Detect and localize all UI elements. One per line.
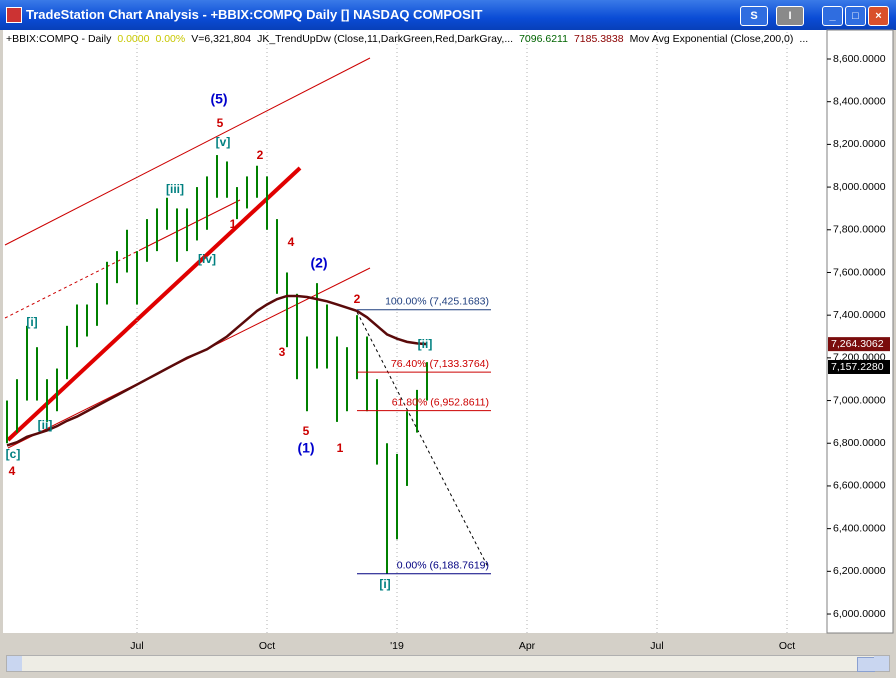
channel-line [4, 57, 371, 246]
last-value-label: 7,264.3062 [831, 338, 884, 350]
wave-label: [i] [379, 577, 390, 591]
last-value-tag [828, 337, 890, 352]
status-line: +BBIX:COMPQ - Daily 0.0000 0.00% V=6,321,80… [6, 33, 814, 45]
scroll-right[interactable] [874, 656, 889, 671]
close-button[interactable]: × [868, 6, 889, 26]
y-tick-label: 7,400.0000 [833, 309, 886, 321]
last-value-tag [828, 359, 890, 374]
app-icon [6, 7, 22, 23]
wave-label: 2 [354, 292, 361, 306]
wave-label: (2) [310, 255, 327, 271]
fib-label: 100.00% (7,425.1683) [385, 296, 489, 308]
fib-label: 76.40% (7,133.3764) [391, 358, 489, 370]
y-tick-label: 6,600.0000 [833, 480, 886, 492]
y-tick-label: 8,000.0000 [833, 181, 886, 193]
wave-label: 4 [9, 464, 16, 478]
scrollbar[interactable] [6, 655, 890, 672]
y-tick-label: 7,800.0000 [833, 224, 886, 236]
y-tick-label: 6,200.0000 [833, 565, 886, 577]
title-bar: TradeStation Chart Analysis - +BBIX:COMP… [0, 0, 896, 30]
x-tick-label: Jul [650, 640, 663, 652]
y-tick-label: 6,400.0000 [833, 522, 886, 534]
x-tick-label: Jul [130, 640, 143, 652]
wave-label: 2 [257, 148, 264, 162]
wave-label: [ii] [418, 337, 433, 351]
wave-label: 5 [217, 116, 224, 130]
wave-label: [iii] [166, 182, 184, 196]
x-tick-label: Oct [779, 640, 795, 652]
wave-label: [ii] [38, 418, 53, 432]
wave-label: 1 [230, 217, 237, 231]
x-tick-label: Oct [259, 640, 275, 652]
wave-label: 5 [303, 424, 310, 438]
minimize-button[interactable]: _ [822, 6, 843, 26]
channel-line [4, 249, 141, 319]
wave-label: 1 [337, 441, 344, 455]
status-item: 7185.3838 [573, 33, 624, 45]
wave-label: [i] [26, 315, 37, 329]
status-item: +BBIX:COMPQ - Daily [6, 33, 112, 45]
plot-area [3, 30, 827, 633]
wave-label: [c] [6, 447, 21, 461]
y-tick-label: 8,600.0000 [833, 53, 886, 65]
fib-label: 0.00% (6,188.7619) [397, 560, 489, 572]
status-item: 7096.6211 [519, 33, 568, 45]
y-tick-label: 7,000.0000 [833, 394, 886, 406]
status-item: Mov Avg Exponential (Close,200,0) [629, 33, 794, 45]
fib-label: 61.80% (6,952.8611) [392, 396, 489, 408]
status-item: JK_TrendUpDw (Close,11,DarkGreen,Red,Dar… [257, 33, 514, 45]
scroll-left[interactable] [7, 656, 22, 671]
x-tick-label: '19 [390, 640, 404, 652]
scroll-thumb[interactable] [857, 657, 875, 672]
status-item: V=6,321,804 [191, 33, 252, 45]
status-item: 0.00% [155, 33, 186, 45]
i-button[interactable]: I [776, 6, 804, 26]
wave-label: [v] [216, 135, 231, 149]
x-tick-label: Apr [519, 640, 536, 652]
wave-label: 4 [288, 235, 295, 249]
y-tick-label: 8,200.0000 [833, 138, 886, 150]
status-item: 0.0000 [117, 33, 150, 45]
wave-label: [iv] [198, 252, 216, 266]
y-tick-label: 6,000.0000 [833, 608, 886, 620]
s-button[interactable]: S [740, 6, 768, 26]
wave-label: 3 [279, 345, 286, 359]
y-tick-label: 8,400.0000 [833, 95, 886, 107]
last-value-label: 7,157.2280 [831, 361, 884, 373]
window-title: TradeStation Chart Analysis - +BBIX:COMP… [26, 7, 483, 22]
y-tick-label: 7,600.0000 [833, 266, 886, 278]
y-tick-label: 6,800.0000 [833, 437, 886, 449]
axis-area [826, 29, 894, 634]
maximize-button[interactable]: □ [845, 6, 866, 26]
status-item: ... [799, 33, 809, 45]
moving-average-line [6, 294, 428, 447]
wave-label: (1) [297, 440, 314, 456]
wave-label: (5) [210, 91, 227, 107]
